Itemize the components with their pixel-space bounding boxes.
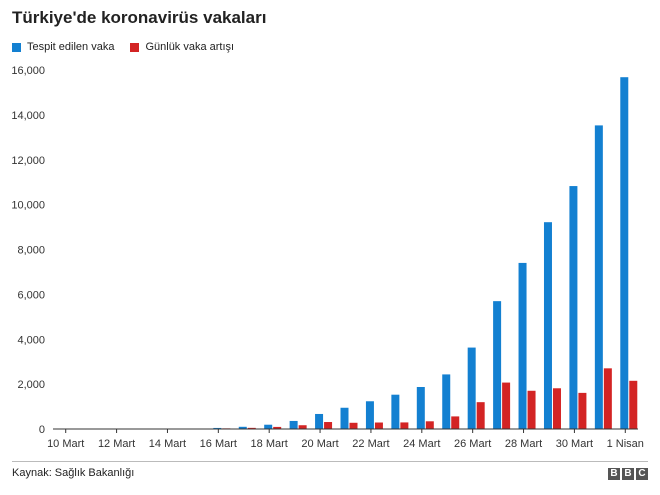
source-note: Kaynak: Sağlık Bakanlığı [12, 467, 135, 479]
bbc-logo-block-2: B [622, 468, 634, 480]
legend-label-detected: Tespit edilen vaka [27, 41, 115, 53]
bar-detected [620, 77, 629, 429]
x-tick-label: 22 Mart [352, 438, 389, 450]
bar-daily [425, 421, 434, 429]
bar-detected [365, 401, 374, 429]
y-tick-label: 10,000 [11, 200, 45, 212]
bar-detected [467, 347, 476, 429]
legend-label-daily: Günlük vaka artışı [145, 41, 235, 53]
x-tick-label: 16 Mart [200, 438, 237, 450]
chart-legend: Tespit edilen vaka Günlük vaka artışı [12, 41, 250, 53]
y-tick-label: 0 [39, 424, 45, 436]
x-tick-label: 20 Mart [301, 438, 338, 450]
x-tick-label: 1 Nisan [607, 438, 644, 450]
bbc-logo-block-1: B [608, 468, 620, 480]
bar-daily [603, 368, 612, 429]
bar-detected [594, 125, 603, 429]
y-tick-label: 4,000 [17, 334, 45, 346]
bar-detected [543, 222, 552, 429]
footer-divider [12, 461, 648, 462]
x-tick-label: 24 Mart [403, 438, 440, 450]
bar-detected [264, 424, 273, 429]
bar-detected [493, 301, 502, 429]
bbc-logo: B B C [606, 468, 648, 480]
bar-daily [476, 402, 485, 429]
bar-daily [578, 392, 587, 429]
bar-daily [374, 422, 383, 429]
legend-swatch-daily [130, 42, 140, 52]
bar-daily [552, 388, 561, 429]
chart-title: Türkiye'de koronavirüs vakaları [12, 8, 267, 27]
y-tick-label: 16,000 [11, 65, 45, 77]
x-tick-label: 10 Mart [47, 438, 84, 450]
bar-daily [451, 416, 460, 429]
bar-detected [569, 186, 578, 429]
x-tick-label: 12 Mart [98, 438, 135, 450]
y-tick-label: 2,000 [17, 379, 45, 391]
x-tick-label: 26 Mart [454, 438, 491, 450]
bar-detected [442, 374, 451, 429]
bar-detected [238, 426, 247, 429]
bar-detected [213, 427, 222, 429]
bar-daily [324, 422, 333, 429]
x-tick-label: 14 Mart [149, 438, 186, 450]
bbc-logo-block-3: C [636, 468, 648, 480]
legend-item-detected: Tespit edilen vaka [12, 41, 114, 53]
bar-detected [416, 386, 425, 429]
y-tick-label: 12,000 [11, 155, 45, 167]
bar-daily [349, 422, 358, 429]
x-tick-label: 30 Mart [556, 438, 593, 450]
bar-detected [340, 407, 349, 429]
bar-daily [400, 422, 409, 429]
bar-daily [502, 382, 511, 429]
x-tick-label: 18 Mart [251, 438, 288, 450]
bar-detected [315, 413, 324, 429]
legend-swatch-detected [12, 42, 21, 52]
bar-daily [629, 380, 638, 429]
bar-detected [289, 420, 298, 429]
y-tick-label: 14,000 [11, 110, 45, 122]
bar-detected [391, 394, 400, 429]
bar-daily [247, 427, 256, 429]
y-tick-label: 8,000 [17, 245, 45, 257]
x-tick-label: 28 Mart [505, 438, 542, 450]
bar-daily [273, 426, 282, 429]
bar-daily [298, 425, 307, 429]
bar-detected [518, 262, 527, 429]
legend-item-daily: Günlük vaka artışı [130, 41, 234, 53]
y-tick-label: 6,000 [17, 289, 45, 301]
bar-daily [527, 390, 536, 429]
